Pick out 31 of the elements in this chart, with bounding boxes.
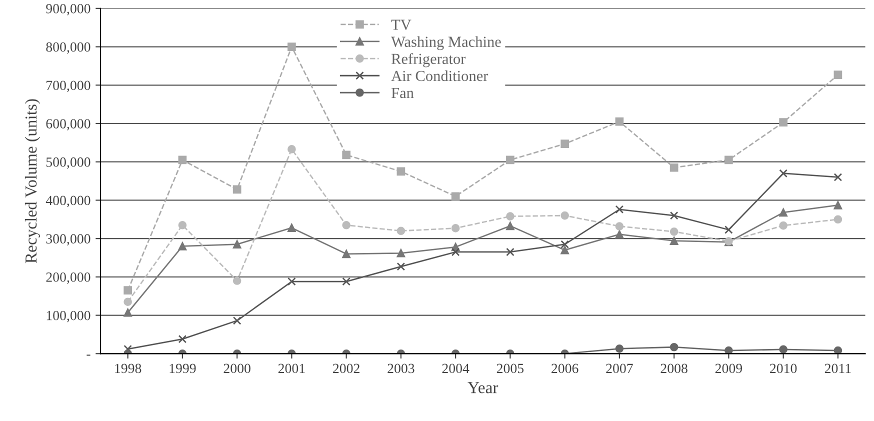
y-tick-label: 100,000 (46, 310, 90, 322)
y-axis-title: Recycled Volume (units) (24, 99, 40, 264)
x-tick-label: 2006 (552, 364, 578, 374)
x-tick-label: 2008 (660, 364, 688, 374)
x-tick-label: 2011 (824, 364, 851, 374)
x-tick-label: 2004 (442, 364, 470, 374)
x-tick-label: 2003 (388, 364, 414, 374)
x-tick-label: 1998 (115, 364, 142, 374)
x-tick-label: 2001 (278, 364, 305, 374)
legend-label: Fan (391, 88, 414, 98)
legend-label: Air Conditioner (391, 70, 488, 82)
x-tick-label: 2002 (333, 364, 360, 374)
y-tick-label: 700,000 (46, 80, 90, 92)
x-tick-label: 1999 (170, 364, 196, 374)
y-tick-label: 200,000 (46, 272, 90, 284)
legend-label: Refrigerator (391, 53, 466, 68)
y-tick-label: 300,000 (46, 234, 90, 246)
x-tick-label: 2010 (770, 364, 797, 374)
y-tick-label: - (86, 354, 90, 356)
y-tick-label: 400,000 (46, 196, 90, 208)
x-tick-label: 2007 (606, 364, 633, 374)
x-tick-label: 2009 (715, 364, 742, 374)
legend-label: TV (391, 20, 412, 30)
y-tick-label: 500,000 (46, 157, 90, 169)
y-tick-label: 900,000 (46, 4, 90, 16)
legend-label: Washing Machine (391, 36, 501, 50)
y-tick-label: 600,000 (46, 119, 90, 130)
x-tick-label: 2000 (224, 364, 250, 374)
x-axis-title: Year (468, 382, 498, 394)
y-tick-label: 800,000 (46, 42, 90, 54)
x-tick-label: 2005 (496, 364, 524, 374)
